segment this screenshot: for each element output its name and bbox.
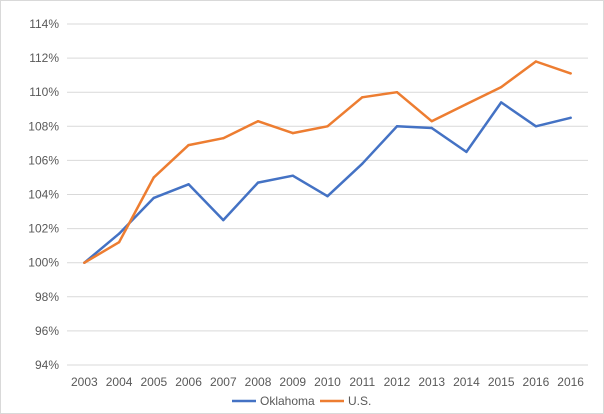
data-point bbox=[430, 119, 433, 123]
data-point bbox=[395, 91, 399, 94]
data-point bbox=[569, 72, 572, 75]
data-point bbox=[499, 101, 503, 104]
data-point bbox=[326, 125, 329, 128]
data-point bbox=[152, 196, 156, 200]
data-point bbox=[326, 195, 329, 198]
x-tick-label: 2013 bbox=[418, 375, 445, 389]
x-tick-label: 2004 bbox=[106, 375, 133, 389]
data-point bbox=[499, 85, 503, 89]
data-point bbox=[569, 116, 572, 119]
data-point bbox=[117, 241, 121, 244]
data-point bbox=[256, 119, 260, 123]
data-point bbox=[187, 143, 190, 147]
data-point bbox=[222, 218, 225, 222]
data-point bbox=[534, 125, 538, 128]
x-tick-label: 2012 bbox=[384, 375, 411, 389]
series-line-us bbox=[83, 60, 572, 264]
data-point bbox=[430, 126, 433, 130]
y-tick-label: 110% bbox=[29, 85, 59, 99]
y-tick-label: 100% bbox=[28, 256, 59, 270]
data-point bbox=[534, 60, 538, 63]
x-tick-label: 2010 bbox=[314, 375, 341, 389]
data-point bbox=[291, 174, 294, 177]
y-tick-label: 104% bbox=[28, 188, 59, 202]
x-tick-label: 2014 bbox=[453, 375, 480, 389]
legend: Oklahoma U.S. bbox=[232, 394, 371, 408]
x-tick-label: 2011 bbox=[349, 375, 375, 389]
y-tick-label: 94% bbox=[35, 358, 59, 372]
y-tick-label: 106% bbox=[28, 153, 59, 167]
x-tick-label: 2016 bbox=[557, 375, 584, 389]
data-point bbox=[152, 176, 156, 179]
y-tick-label: 96% bbox=[35, 324, 59, 338]
y-axis-tick-labels: 94% 96% 98% 100% 102% 104% 106% 108% 110% 112% 114… bbox=[28, 17, 59, 372]
data-point bbox=[83, 261, 86, 264]
y-tick-label: 98% bbox=[35, 290, 59, 304]
x-tick-label: 2008 bbox=[245, 375, 272, 389]
y-tick-label: 102% bbox=[28, 222, 59, 236]
data-point bbox=[222, 137, 225, 140]
data-point bbox=[187, 183, 190, 186]
legend-label: Oklahoma bbox=[260, 394, 315, 408]
y-tick-label: 108% bbox=[28, 119, 59, 133]
x-tick-label: 2005 bbox=[140, 375, 167, 389]
data-point bbox=[117, 232, 121, 235]
y-tick-label: 112% bbox=[29, 51, 59, 65]
data-point bbox=[291, 131, 294, 135]
data-point bbox=[465, 102, 468, 106]
x-axis-tick-labels: 2003 2004 2005 2006 2007 2008 2009 2010 2011 2012… bbox=[71, 375, 584, 389]
data-point bbox=[361, 162, 364, 166]
legend-label: U.S. bbox=[348, 394, 371, 408]
series-lines bbox=[83, 60, 572, 264]
x-tick-label: 2006 bbox=[175, 375, 202, 389]
data-point bbox=[465, 150, 468, 154]
x-tick-label: 2015 bbox=[488, 375, 515, 389]
data-point bbox=[395, 125, 399, 128]
y-tick-label: 114% bbox=[29, 17, 59, 31]
data-point bbox=[361, 96, 364, 99]
x-tick-label: 2003 bbox=[71, 375, 98, 389]
data-point bbox=[256, 181, 260, 184]
x-tick-label: 2007 bbox=[210, 375, 237, 389]
x-tick-label: 2009 bbox=[279, 375, 306, 389]
x-tick-label: 2016 bbox=[523, 375, 550, 389]
